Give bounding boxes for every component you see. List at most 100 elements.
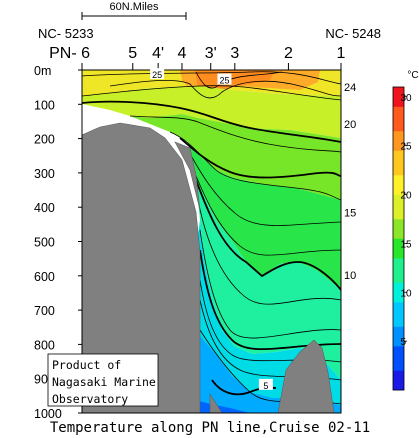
colorbar-swatch	[393, 155, 404, 161]
contour-line	[82, 71, 341, 85]
colorbar-frame	[392, 86, 405, 391]
contour-line	[195, 179, 341, 291]
contour-line	[199, 249, 341, 351]
colorbar-swatch	[393, 287, 404, 293]
colorbar-swatch	[393, 282, 404, 288]
colorbar-swatch	[393, 253, 404, 259]
colorbar-swatch	[393, 248, 404, 254]
colorbar-swatch	[393, 106, 404, 112]
colorbar-swatch	[393, 111, 404, 117]
chart-title: Temperature along PN line,Cruise 02-11	[50, 420, 370, 436]
contour-label: 25	[219, 76, 229, 86]
colorbar-swatch	[393, 365, 404, 371]
colorbar-swatch	[393, 209, 404, 215]
colorbar-swatch	[393, 170, 404, 176]
colorbar-tick-label: 25	[401, 142, 413, 153]
colorbar-swatch	[393, 184, 404, 190]
contour-line	[199, 229, 341, 339]
seafloor	[82, 122, 335, 413]
contour-line	[82, 100, 341, 143]
colorbar-swatch	[393, 277, 404, 283]
colorbar-swatch	[393, 326, 404, 332]
colorbar-swatch	[393, 385, 404, 391]
producer-note: Product of Nagasaki Marine Observatory	[47, 353, 159, 407]
station-label: 3	[230, 45, 239, 62]
colorbar-swatch	[393, 350, 404, 357]
depth-tick-label: 700	[34, 304, 55, 318]
colorbar-swatch	[393, 174, 404, 181]
depth-tick-label: 400	[34, 201, 55, 215]
colorbar-swatch	[393, 370, 404, 376]
colorbar-swatch	[393, 306, 404, 313]
colorbar-swatch	[393, 101, 404, 107]
ridge-right	[277, 339, 335, 413]
colorbar-swatch	[393, 160, 404, 166]
colorbar-swatches	[393, 87, 404, 391]
colorbar-swatch	[393, 145, 404, 151]
contour-labels: 25 25 24 20 15 10 5	[150, 68, 356, 391]
station-ticks	[81, 63, 342, 70]
station-label: 1	[337, 45, 346, 62]
colorbar-swatch	[393, 346, 404, 352]
depth-tick-label: 100	[34, 98, 55, 112]
colorbar-swatch	[393, 87, 404, 93]
station-id-left: NC- 5233	[38, 26, 94, 41]
producer-note-box	[47, 353, 159, 407]
contour-line	[187, 149, 341, 226]
colorbar-swatch	[393, 360, 404, 366]
colorbar-tick-label: 10	[401, 288, 413, 299]
colorbar-swatch	[393, 150, 404, 156]
station-label: 5	[128, 45, 137, 62]
depth-tick-label: 1000	[34, 407, 62, 421]
depth-tick-label: 300	[34, 167, 55, 181]
colorbar-swatch	[393, 179, 404, 186]
depth-tick-label: 0m	[34, 64, 51, 78]
colorbar-tick-label: 20	[401, 191, 413, 202]
contour-label-bg	[258, 378, 273, 390]
colorbar-swatch	[393, 233, 404, 239]
station-label: 4	[178, 45, 187, 62]
colorbar-swatch	[393, 316, 404, 322]
contour-label: 24	[344, 82, 356, 94]
colorbar-swatch	[393, 140, 404, 146]
station-label: 4'	[152, 45, 164, 62]
colorbar-swatch	[393, 194, 404, 200]
colorbar-swatch	[393, 116, 404, 122]
colorbar-swatch	[393, 228, 404, 234]
colorbar-tick-label: 5	[401, 337, 407, 348]
contour-line	[179, 137, 341, 179]
band-yellow-green	[82, 86, 341, 138]
station-labels: PN- 6 5 4' 4 3' 3 2 1	[49, 45, 345, 62]
colorbar-swatch	[393, 96, 404, 102]
contour-line	[82, 85, 341, 101]
contour-label: 25	[152, 70, 162, 80]
contour-label-bg	[217, 73, 232, 85]
colorbar-swatch	[393, 135, 404, 142]
colorbar-swatch	[393, 380, 404, 386]
colorbar-tick-label: 30	[401, 93, 413, 104]
shelf-step-upper	[174, 141, 201, 211]
colorbar-swatch	[393, 204, 404, 210]
colorbar-swatch	[393, 267, 404, 274]
colorbar-swatch	[393, 238, 404, 244]
colorbar-swatch	[393, 336, 404, 342]
colorbar-swatch	[393, 331, 404, 337]
colorbar-swatch	[393, 311, 404, 317]
band-green	[188, 142, 341, 290]
station-label: PN- 6	[49, 45, 90, 62]
colorbar-swatch	[393, 130, 404, 137]
colorbar-swatch	[393, 218, 404, 225]
contour-label: 5	[263, 381, 268, 391]
colorbar-swatch	[393, 262, 404, 269]
contour-label: 20	[344, 119, 356, 131]
contour-line	[129, 115, 341, 153]
colorbar-swatch	[393, 321, 404, 327]
colorbar-swatch	[393, 302, 404, 308]
contour-line	[191, 165, 341, 256]
colorbar-swatch	[393, 297, 404, 303]
contour-label: 10	[344, 270, 356, 282]
contour-line	[197, 199, 341, 305]
contour-label-bg	[150, 68, 165, 80]
